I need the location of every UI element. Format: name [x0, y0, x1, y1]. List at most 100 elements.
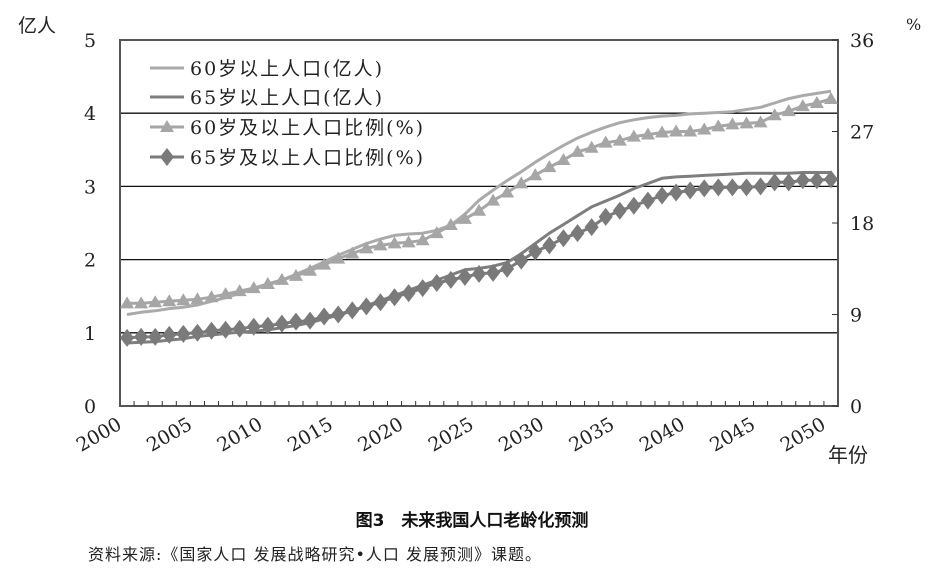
data-point-series-4: [683, 181, 698, 200]
data-point-series-3: [570, 144, 585, 157]
data-point-series-3: [739, 116, 754, 129]
data-point-series-4: [148, 327, 163, 346]
legend-label: 65岁以上人口(亿人): [190, 87, 384, 109]
x-axis-label: 年份: [828, 443, 868, 467]
data-point-series-3: [190, 292, 205, 305]
left-axis-label: 亿人: [18, 15, 56, 37]
x-tick-label: 2050: [777, 413, 830, 456]
data-point-series-4: [204, 321, 219, 340]
left-tick-label: 0: [84, 396, 96, 418]
data-point-series-3: [486, 193, 501, 206]
data-point-series-4: [274, 314, 289, 333]
data-point-series-3: [584, 140, 599, 153]
data-point-series-3: [120, 296, 135, 309]
data-point-series-3: [669, 124, 684, 137]
series-line-1: [126, 89, 832, 316]
data-point-series-3: [387, 236, 402, 249]
data-point-series-3: [260, 277, 275, 289]
data-point-series-3: [542, 160, 557, 173]
data-point-series-3: [204, 290, 219, 303]
data-point-series-3: [781, 104, 796, 117]
data-point-series-3: [809, 96, 824, 109]
data-point-series-3: [429, 226, 444, 239]
data-point-series-4: [260, 316, 275, 335]
data-point-series-4: [134, 327, 149, 346]
data-point-series-3: [359, 241, 374, 254]
left-tick-label: 3: [84, 176, 96, 198]
data-point-series-4: [457, 267, 472, 286]
source-note: 资料来源:《国家人口 发展战略研究•人口 发展预测》课题。: [88, 545, 543, 564]
data-point-series-4: [739, 178, 754, 197]
data-point-series-3: [457, 211, 472, 224]
x-tick-label: 2020: [354, 413, 407, 456]
data-point-series-4: [246, 317, 261, 336]
data-point-series-4: [373, 293, 388, 312]
data-point-series-4: [542, 236, 557, 255]
data-point-series-3: [218, 287, 233, 300]
right-tick-label: 27: [850, 122, 874, 144]
data-point-series-4: [190, 323, 205, 342]
right-tick-label: 18: [850, 213, 874, 235]
data-point-series-3: [401, 235, 416, 248]
data-point-series-3: [246, 281, 261, 294]
x-tick-label: 2025: [425, 413, 478, 456]
data-point-series-4: [669, 183, 684, 202]
data-point-series-4: [528, 242, 543, 261]
data-point-series-3: [556, 152, 571, 165]
x-tick-label: 2015: [284, 413, 337, 456]
data-point-series-4: [781, 173, 796, 192]
data-point-series-4: [697, 179, 712, 198]
data-point-series-4: [711, 178, 726, 197]
data-point-series-4: [345, 301, 360, 320]
left-tick-label: 4: [84, 103, 96, 125]
series-line-4: [126, 177, 832, 340]
data-point-series-4: [626, 196, 641, 215]
legend-label: 65岁及以上人口比例(%): [190, 147, 425, 169]
data-point-series-4: [120, 328, 135, 347]
x-tick-label: 2040: [636, 413, 689, 456]
data-point-series-3: [500, 185, 515, 198]
left-tick-label: 5: [84, 30, 96, 52]
aging-forecast-chart: 0 1 2 3 4 5 0 9 18 27 36 亿人 % 2000 2005 2010 2015 2020 202…: [18, 15, 921, 467]
data-point-series-4: [655, 186, 670, 205]
data-point-series-3: [317, 257, 332, 270]
data-point-series-3: [176, 293, 191, 306]
data-point-series-4: [725, 178, 740, 197]
data-point-series-4: [359, 297, 374, 316]
data-point-series-4: [795, 171, 810, 190]
data-point-series-4: [176, 324, 191, 343]
data-point-series-3: [711, 119, 726, 132]
right-axis-label: %: [906, 15, 921, 34]
data-point-series-3: [148, 295, 163, 308]
data-point-series-3: [655, 125, 670, 138]
data-point-series-4: [443, 270, 458, 289]
x-tick-label: 2000: [73, 413, 126, 456]
data-point-series-3: [683, 124, 698, 137]
data-point-series-4: [218, 320, 233, 339]
data-point-series-3: [232, 284, 247, 297]
x-tick-label: 2035: [565, 413, 618, 456]
data-point-series-4: [472, 264, 486, 283]
data-point-series-3: [373, 238, 388, 251]
data-point-series-3: [823, 91, 838, 104]
data-point-series-4: [584, 218, 599, 237]
data-point-series-4: [570, 224, 585, 243]
data-point-series-4: [401, 284, 416, 303]
data-point-series-4: [612, 201, 627, 220]
data-point-series-4: [500, 259, 515, 278]
data-point-series-4: [767, 173, 782, 192]
data-point-series-3: [443, 218, 458, 231]
series-line-2: [126, 171, 831, 345]
data-point-series-3: [795, 99, 810, 112]
data-point-series-3: [767, 108, 782, 121]
data-point-series-4: [429, 273, 444, 292]
x-tick-label: 2045: [706, 413, 759, 456]
data-point-series-3: [345, 246, 360, 259]
x-tick-label: 2010: [213, 413, 266, 456]
data-point-series-3: [303, 263, 318, 276]
data-point-series-4: [317, 307, 332, 326]
data-point-series-3: [697, 122, 712, 135]
data-point-series-3: [753, 115, 768, 128]
data-point-series-3: [598, 135, 613, 148]
data-point-series-3: [288, 268, 303, 281]
